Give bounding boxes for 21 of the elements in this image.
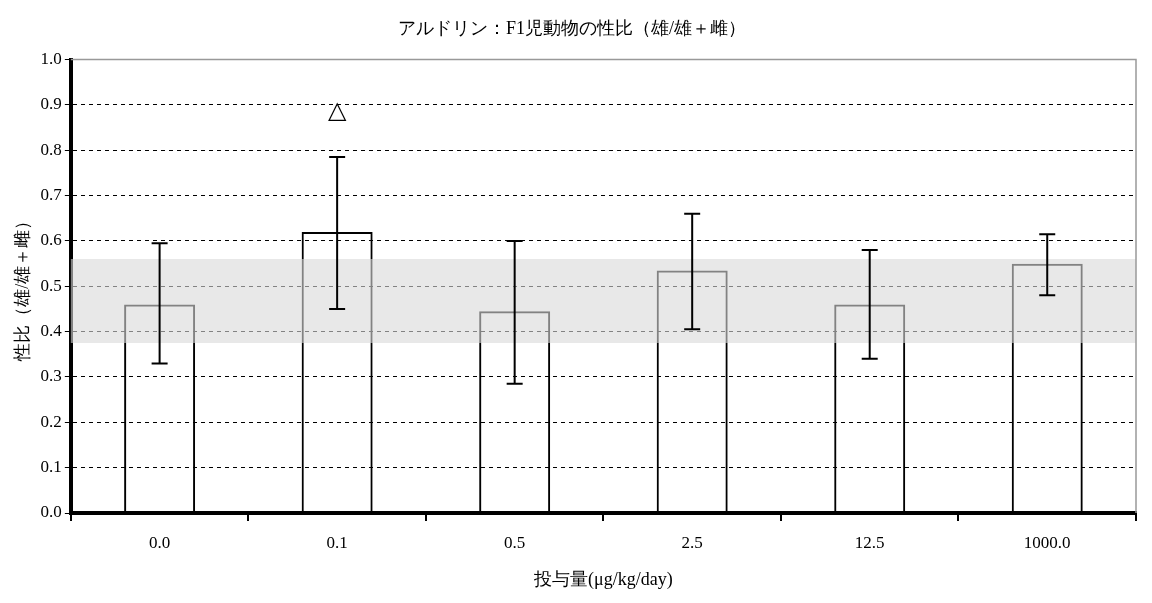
x-tick-label: 0.5 [504,532,526,552]
chart-title: アルドリン：F1児動物の性比（雄/雄＋雌） [397,17,747,38]
y-tick-label: 0.7 [40,185,63,205]
y-tick-label: 0.3 [40,366,62,386]
x-tick-label: 0.1 [326,532,348,552]
x-tick-label: 2.5 [681,532,703,552]
x-tick-label: 12.5 [854,532,885,552]
y-tick-label: 0.2 [40,411,62,431]
y-axis-title: 性比（雄/雄＋雌） [11,211,32,362]
y-tick-label: 0.6 [40,230,62,250]
y-tick-label: 0.8 [40,139,62,159]
y-tick-label: 0.5 [40,275,62,295]
y-tick-label: 1.0 [40,49,62,69]
x-tick-label: 0.0 [148,532,171,552]
y-tick-label: 0.0 [40,502,62,522]
y-tick-label: 0.4 [40,321,63,341]
y-tick-label: 0.9 [40,94,62,114]
y-tick-label: 0.1 [40,457,62,477]
x-tick-label: 1000.0 [1023,532,1071,552]
x-axis-title: 投与量(μg/kg/day) [533,568,673,590]
annotation: △ [327,97,347,124]
